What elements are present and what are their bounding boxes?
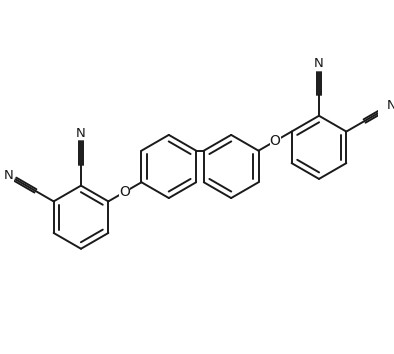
Text: O: O <box>269 134 281 148</box>
Text: N: N <box>4 169 14 182</box>
Text: N: N <box>387 99 394 112</box>
Text: N: N <box>76 127 86 140</box>
Text: O: O <box>119 185 130 199</box>
Text: N: N <box>314 57 324 70</box>
